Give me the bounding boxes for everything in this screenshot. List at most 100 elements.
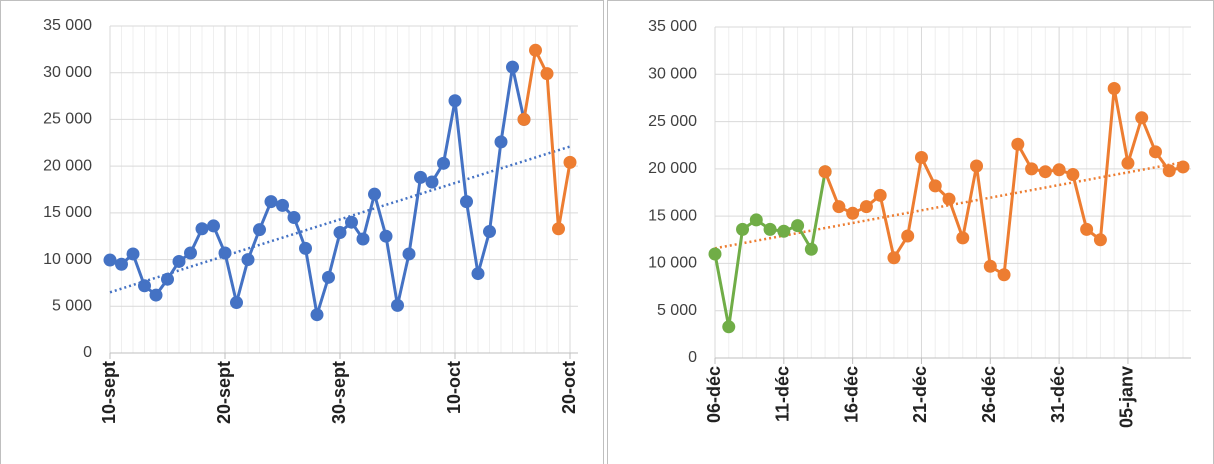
marker [736, 222, 750, 236]
marker [506, 60, 519, 74]
marker [777, 224, 791, 238]
y-tick-label: 25 000 [648, 113, 697, 130]
marker [1038, 165, 1052, 179]
x-tick-label: 10-oct [444, 361, 464, 414]
marker [448, 94, 462, 108]
marker [402, 247, 416, 261]
y-tick-label: 15 000 [648, 207, 697, 224]
marker [276, 198, 289, 212]
marker [763, 222, 777, 236]
marker [207, 219, 220, 233]
marker [310, 308, 324, 322]
marker [379, 229, 393, 243]
marker [195, 222, 209, 236]
marker [983, 259, 997, 273]
marker [253, 223, 266, 237]
marker [928, 179, 942, 193]
marker [345, 215, 358, 229]
marker [722, 320, 736, 334]
x-tick-label: 11-déc [773, 366, 793, 422]
marker [437, 156, 450, 170]
y-tick-label: 10 000 [43, 251, 92, 268]
marker [1080, 222, 1094, 236]
marker [103, 253, 117, 267]
x-tick-label: 10-sept [99, 361, 119, 424]
x-tick-label: 16-déc [841, 366, 861, 423]
marker [970, 159, 984, 173]
marker [901, 229, 915, 243]
marker [517, 112, 531, 126]
marker [956, 231, 970, 245]
marker [791, 219, 805, 233]
marker [1148, 145, 1162, 159]
marker [887, 251, 901, 265]
marker [241, 253, 255, 267]
marker [483, 225, 496, 239]
y-tick-label: 15 000 [43, 204, 92, 221]
marker [471, 267, 485, 281]
marker [818, 165, 832, 179]
panel-border [0, 0, 604, 464]
marker [997, 268, 1011, 282]
y-tick-label: 5 000 [52, 298, 92, 315]
marker [356, 232, 370, 246]
marker [708, 247, 722, 261]
marker [563, 155, 577, 169]
y-tick-label: 5 000 [657, 302, 697, 319]
marker [287, 211, 301, 225]
marker [391, 298, 404, 312]
marker [942, 192, 956, 206]
x-tick-label: 26-déc [979, 366, 999, 423]
marker [161, 272, 174, 286]
marker [1093, 233, 1107, 247]
marker [552, 222, 565, 236]
y-tick-label: 20 000 [648, 160, 697, 177]
marker [218, 246, 232, 260]
marker [804, 242, 818, 256]
trendline [109, 145, 571, 294]
y-tick-label: 25 000 [43, 111, 92, 128]
marker [184, 246, 197, 260]
marker [1121, 156, 1135, 170]
marker [529, 43, 542, 57]
x-tick-label: 05-janv [1117, 366, 1137, 428]
marker [414, 170, 427, 184]
marker [115, 257, 128, 271]
marker [1066, 168, 1080, 182]
marker [1135, 111, 1149, 125]
marker [460, 195, 473, 209]
marker [299, 241, 312, 255]
marker [1025, 162, 1039, 176]
y-tick-label: 0 [83, 344, 92, 361]
marker [425, 175, 439, 189]
marker [368, 187, 381, 201]
x-tick-label: 21-déc [910, 366, 930, 423]
y-tick-label: 30 000 [648, 66, 697, 83]
marker [846, 206, 860, 220]
y-tick-label: 35 000 [648, 18, 697, 35]
marker [1162, 164, 1176, 178]
marker [172, 254, 186, 268]
y-tick-label: 20 000 [43, 157, 92, 174]
y-tick-label: 10 000 [648, 255, 697, 272]
x-tick-label: 30-sept [329, 361, 349, 424]
x-tick-label: 20-oct [559, 361, 579, 414]
x-tick-label: 31-déc [1048, 366, 1068, 423]
marker [749, 213, 763, 227]
marker [1107, 81, 1121, 95]
marker [126, 247, 140, 261]
marker [1011, 137, 1025, 151]
marker [859, 200, 873, 214]
marker [914, 151, 928, 165]
x-tick-label: 06-déc [704, 366, 724, 423]
marker [1052, 163, 1066, 177]
marker [230, 296, 243, 310]
x-tick-label: 20-sept [214, 361, 234, 424]
y-tick-label: 35 000 [43, 17, 92, 34]
marker [540, 67, 554, 81]
marker [494, 135, 508, 149]
marker [138, 279, 151, 293]
marker [322, 270, 335, 284]
marker [873, 188, 887, 202]
